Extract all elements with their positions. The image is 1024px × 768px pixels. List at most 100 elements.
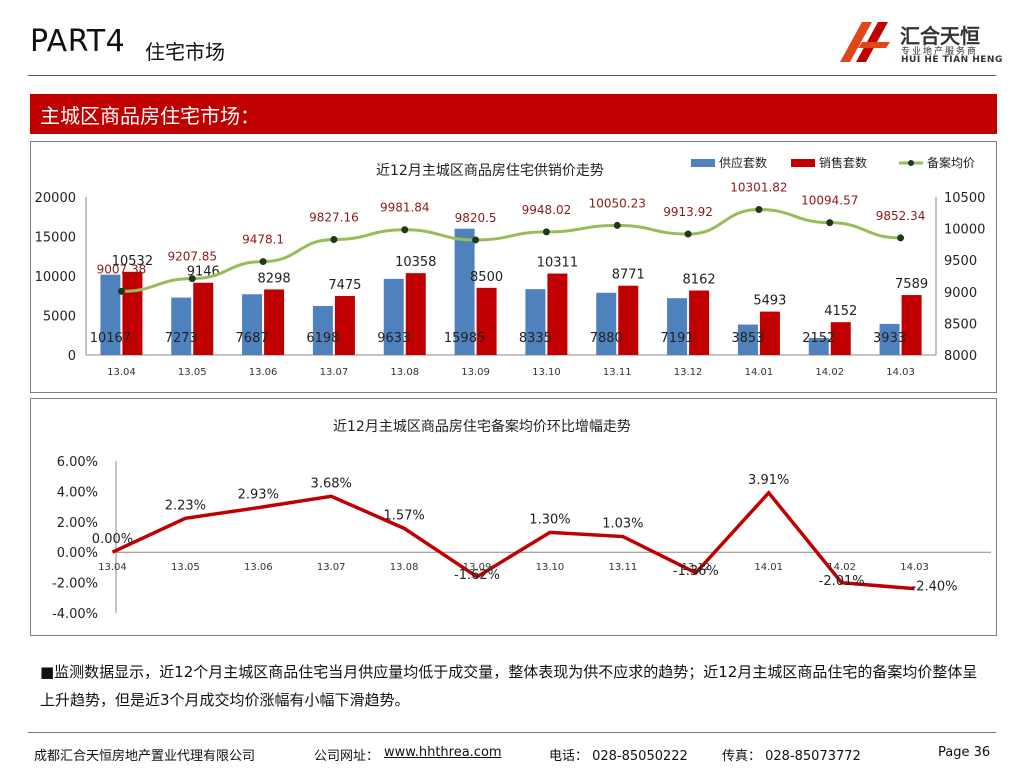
banner-title: 主城区商品房住宅市场：: [40, 104, 260, 128]
x-tick-label: 13.10: [536, 562, 565, 573]
x-tick-label: 14.02: [815, 367, 844, 378]
sales-bar: [547, 273, 568, 355]
sales-bar: [334, 295, 355, 355]
growth-data-label: 2.23%: [165, 498, 206, 513]
x-tick-label: 14.01: [745, 367, 774, 378]
price-point: [472, 236, 480, 244]
supply-bar: [596, 292, 617, 355]
chart-title: 近12月主城区商品房住宅备案均价环比增幅走势: [333, 418, 631, 435]
legend-label-price: 备案均价: [927, 155, 975, 170]
x-tick-label: 13.09: [463, 562, 492, 573]
logo-name: 汇合天恒: [900, 24, 980, 48]
sales-bar: [901, 295, 922, 355]
price-data-label: 9852.34: [876, 209, 926, 223]
footer-website-label: 公司网址：: [314, 749, 380, 764]
x-tick-label: 13.09: [461, 367, 490, 378]
sales-bar: [618, 285, 639, 355]
x-tick-label: 13.07: [320, 367, 349, 378]
price-point: [542, 228, 550, 236]
footer-divider: [28, 732, 996, 733]
sales-data-label: 7475: [328, 278, 361, 293]
sales-data-label: 8771: [612, 268, 645, 283]
supply-data-label: 15985: [444, 331, 485, 346]
x-tick-label: 14.03: [886, 367, 915, 378]
y-tick-label: 2.00%: [57, 516, 98, 531]
supply-data-label: 10167: [90, 331, 131, 346]
supply-bar: [737, 324, 758, 355]
growth-data-label: 2.93%: [238, 488, 279, 503]
supply-sales-price-chart-svg: 近12月主城区商品房住宅供销价走势 0 5000 10000 15000 20000 800…: [35, 155, 986, 378]
sales-bar: [405, 273, 426, 355]
x-tick-label: 13.04: [98, 562, 127, 573]
sales-bar: [689, 290, 710, 355]
supply-bar: [242, 294, 263, 355]
price-point: [117, 287, 125, 295]
price-point: [259, 258, 267, 266]
supply-bar: [667, 298, 688, 355]
legend-label-supply: 供应套数: [719, 155, 767, 170]
y-left-tick-label: 5000: [43, 310, 76, 325]
supply-sales-price-chart: 近12月主城区商品房住宅供销价走势 0 5000 10000 15000 20000 800…: [30, 141, 997, 393]
growth-data-label: 0.00%: [92, 532, 133, 547]
supply-bar: [454, 228, 475, 355]
x-tick-label: 13.10: [532, 367, 561, 378]
price-point: [684, 230, 692, 238]
sales-bar: [476, 287, 497, 355]
supply-bar: [383, 278, 404, 355]
x-tick-label: 13.04: [107, 367, 136, 378]
price-point: [330, 236, 338, 244]
sales-data-label: 8162: [683, 273, 716, 288]
sales-data-label: 10311: [537, 256, 578, 271]
growth-data-label: 3.91%: [748, 473, 789, 488]
sales-bar: [759, 311, 780, 355]
y-right-tick-label: 9000: [944, 286, 977, 301]
price-line: [121, 208, 901, 293]
supply-data-label: 7687: [236, 331, 269, 346]
growth-data-label: -2.40%: [912, 580, 958, 595]
part-label: PART4: [30, 24, 126, 59]
supply-bar: [100, 274, 121, 355]
legend-marker-price: [908, 160, 914, 166]
footer-company: 成都汇合天恒房地产置业代理有限公司: [34, 749, 256, 764]
footer-phone: 电话： 028-85050222: [549, 749, 688, 764]
growth-data-label: -1.62%: [454, 568, 500, 583]
price-data-label: 9948.02: [522, 203, 572, 217]
sales-bar: [264, 289, 285, 355]
y-right-tick-label: 8500: [944, 317, 977, 332]
supply-bar: [879, 323, 900, 355]
section-banner: [30, 94, 997, 134]
x-tick-label: 14.03: [900, 562, 929, 573]
sales-data-label: 8298: [258, 271, 291, 286]
sales-data-label: 7589: [895, 277, 928, 292]
legend-swatch-sales: [791, 159, 815, 167]
supply-data-label: 3853: [731, 331, 764, 346]
price-growth-chart: 近12月主城区商品房住宅备案均价环比增幅走势 6.00% 4.00% 2.00% 0.0…: [30, 398, 997, 636]
x-tick-label: 13.05: [171, 562, 200, 573]
supply-bar: [525, 289, 546, 355]
company-logo-icon: [840, 22, 890, 62]
x-tick-label: 13.08: [390, 367, 419, 378]
y-tick-label: -2.00%: [52, 577, 98, 592]
chart-title: 近12月主城区商品房住宅供销价走势: [376, 163, 604, 179]
supply-bar: [171, 297, 192, 355]
supply-bar: [808, 337, 829, 355]
logo-tagline: 专业地产服务商: [901, 47, 979, 57]
price-data-label: 9207.85: [167, 250, 217, 264]
y-left-tick-label: 15000: [35, 231, 76, 246]
y-tick-label: 0.00%: [57, 546, 98, 561]
x-tick-label: 13.08: [390, 562, 419, 573]
y-tick-label: -4.00%: [52, 607, 98, 622]
supply-data-label: 8335: [519, 331, 552, 346]
header-divider: [28, 75, 996, 76]
x-tick-label: 13.05: [178, 367, 207, 378]
footer-website-link[interactable]: www.hhthrea.com: [384, 745, 502, 760]
growth-data-label: 1.57%: [383, 508, 424, 523]
price-data-label: 10050.23: [589, 196, 646, 210]
growth-data-label: -1.36%: [673, 564, 719, 579]
price-data-label: 9478.1: [242, 233, 284, 247]
price-point: [401, 226, 409, 234]
growth-data-label: -2.01%: [819, 574, 865, 589]
y-left-tick-label: 20000: [35, 191, 76, 206]
price-point: [826, 219, 834, 227]
price-data-label: 10094.57: [801, 194, 858, 208]
